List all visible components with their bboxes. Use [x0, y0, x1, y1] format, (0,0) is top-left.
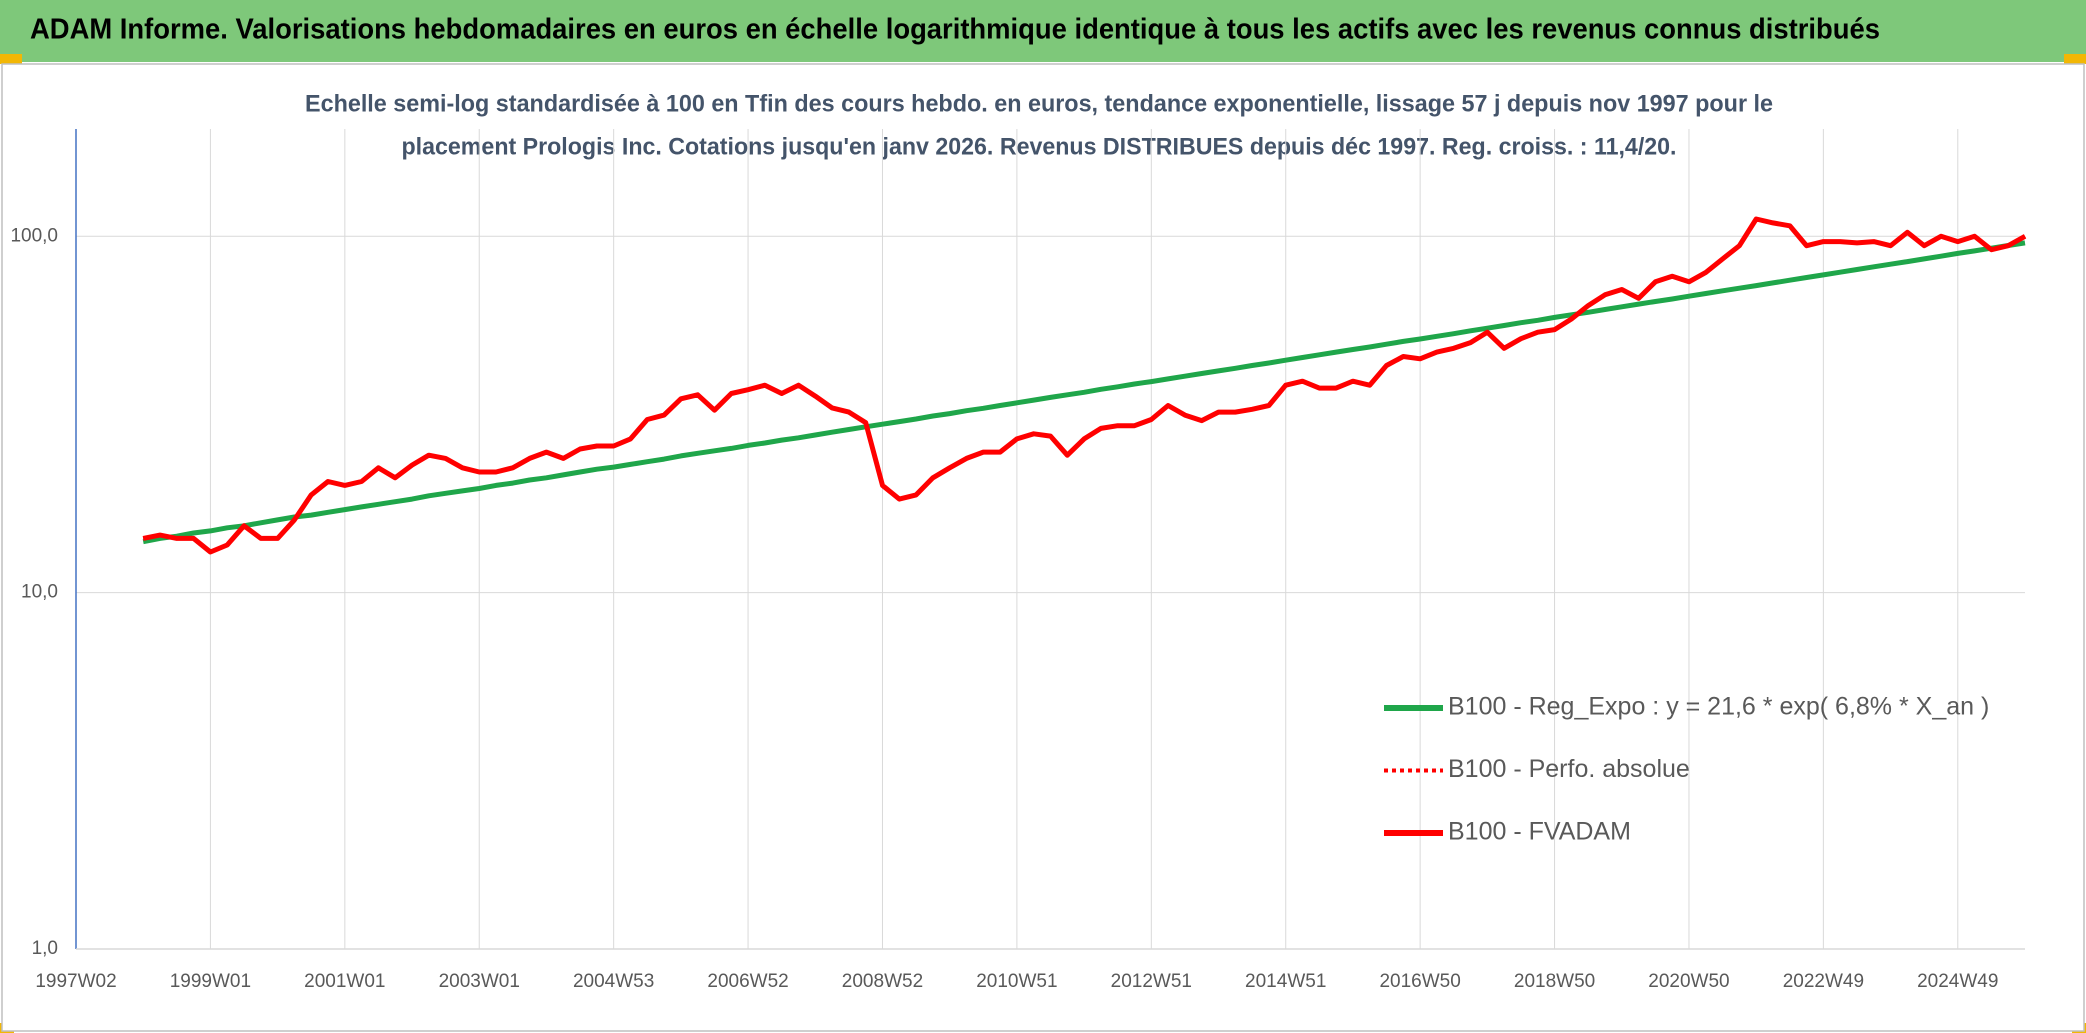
- x-tick-label: 2003W01: [439, 971, 520, 992]
- chart-frame: [1, 63, 2085, 1032]
- x-tick-label: 2016W50: [1379, 971, 1460, 992]
- y-tick-label: 1,0: [32, 938, 58, 959]
- x-tick-label: 2014W51: [1245, 971, 1326, 992]
- x-tick-label: 2012W51: [1111, 971, 1192, 992]
- series-line: [142, 216, 2027, 555]
- x-tick-label: 2022W49: [1783, 971, 1864, 992]
- x-tick-label: 2006W52: [707, 971, 788, 992]
- x-tick-label: 2008W52: [842, 971, 923, 992]
- chart-subtitle: Echelle semi-log standardisée à 100 en T…: [305, 90, 1773, 117]
- title-bar: [0, 0, 2086, 62]
- legend-label: B100 - FVADAM: [1448, 818, 1631, 846]
- y-tick-label: 100,0: [10, 225, 58, 246]
- chart-title: ADAM Informe. Valorisations hebdomadaire…: [30, 14, 1880, 46]
- x-tick-label: 2001W01: [304, 971, 385, 992]
- corner-mark: [0, 54, 22, 64]
- series-line: [142, 240, 2026, 545]
- x-tick-label: 2020W50: [1648, 971, 1729, 992]
- corner-mark: [2064, 54, 2086, 64]
- legend-label: B100 - Perfo. absolue: [1448, 755, 1690, 783]
- chart-subtitle: placement Prologis Inc. Cotations jusqu'…: [402, 133, 1677, 160]
- x-tick-label: 1999W01: [170, 971, 251, 992]
- y-tick-label: 10,0: [21, 582, 58, 603]
- x-tick-label: 2004W53: [573, 971, 654, 992]
- x-tick-label: 2024W49: [1917, 971, 1998, 992]
- legend-label: B100 - Reg_Expo : y = 21,6 * exp( 6,8% *…: [1448, 693, 1989, 721]
- x-tick-label: 2010W51: [976, 971, 1057, 992]
- x-tick-label: 1997W02: [35, 971, 116, 992]
- x-tick-label: 2018W50: [1514, 971, 1595, 992]
